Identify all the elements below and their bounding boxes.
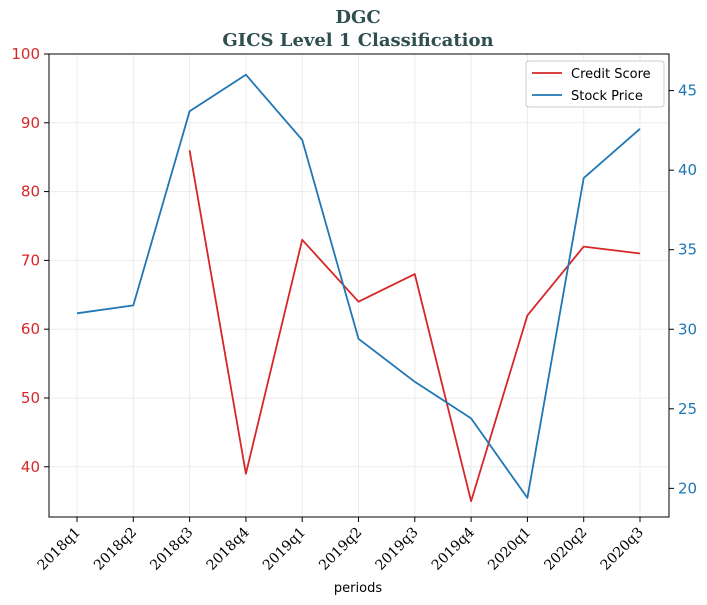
right-tick-label: 20 [678, 479, 697, 497]
legend-label: Credit Score [571, 67, 651, 82]
x-tick-label: 2018q2 [91, 525, 140, 574]
x-tick-label: 2019q3 [372, 525, 421, 574]
series-line-credit-score [188, 150, 641, 503]
series-lines [76, 73, 641, 503]
right-tick-label: 25 [678, 400, 697, 418]
left-y-axis: 40 50 60 70 80 90 100 [11, 45, 49, 476]
x-tick-label: 2018q4 [204, 524, 253, 573]
left-tick-label: 100 [11, 45, 40, 63]
left-tick-label: 70 [21, 251, 40, 269]
chart-subtitle: GICS Level 1 Classification [222, 30, 493, 51]
left-tick-label: 50 [21, 389, 40, 407]
right-tick-label: 40 [678, 161, 697, 179]
grid-lines [49, 53, 669, 517]
right-tick-label: 35 [678, 241, 697, 259]
left-tick-label: 90 [21, 114, 40, 132]
x-tick-label: 2018q1 [35, 525, 84, 574]
left-tick-label: 60 [21, 320, 40, 338]
left-tick-label: 40 [21, 458, 40, 476]
x-axis-label: periods [334, 581, 382, 596]
x-tick-label: 2019q2 [316, 525, 365, 574]
x-tick-label: 2018q3 [147, 525, 196, 574]
chart-title: DGC [335, 7, 380, 28]
right-tick-label: 30 [678, 320, 697, 338]
x-axis: 2018q1 2018q2 2018q3 2018q4 2019q1 2019q2 2019… [35, 517, 647, 574]
left-tick-label: 80 [21, 183, 40, 201]
x-tick-label: 2019q4 [429, 524, 478, 573]
x-tick-label: 2020q3 [598, 525, 647, 574]
series-line-stock-price [76, 73, 641, 499]
x-tick-label: 2020q1 [485, 525, 534, 574]
legend: Credit Score Stock Price [525, 60, 665, 108]
x-tick-label: 2020q2 [541, 525, 590, 574]
right-y-axis: 20 25 30 35 40 45 [669, 82, 697, 497]
legend-label: Stock Price [571, 89, 643, 104]
right-tick-label: 45 [678, 82, 697, 100]
x-tick-label: 2019q1 [260, 525, 309, 574]
